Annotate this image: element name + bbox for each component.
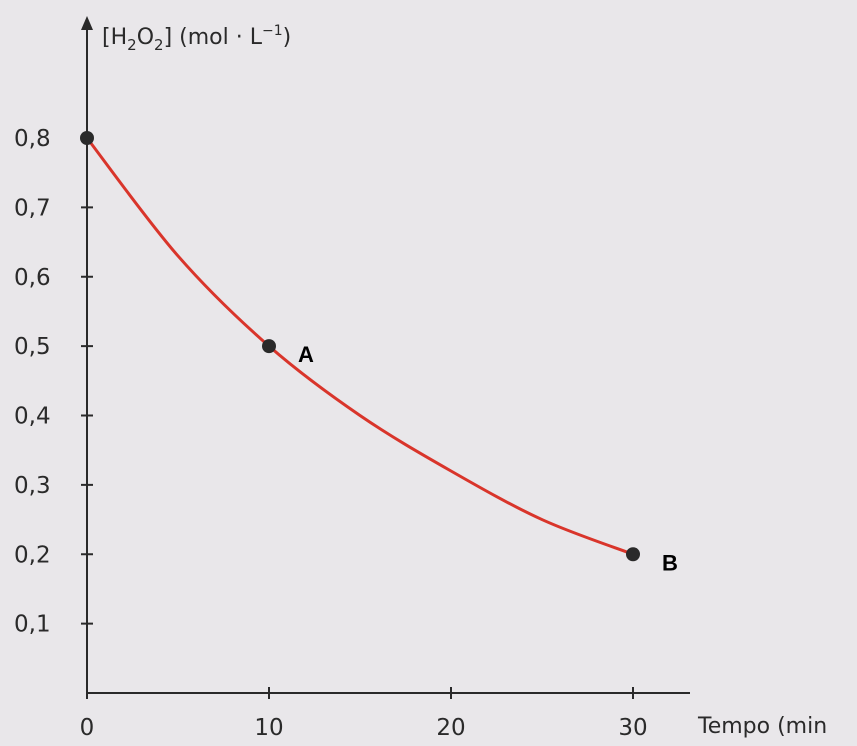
y-tick-label: 0,4: [14, 404, 51, 430]
y-tick-label: 0,8: [14, 126, 51, 152]
y-tick-label: 0,6: [14, 265, 51, 291]
ticks: 0,1 0,2 0,3 0,4 0,5 0,6 0,7 0,8 0 10 20 30: [14, 126, 648, 741]
data-point: [626, 547, 640, 562]
series-line: [85, 137, 634, 556]
y-tick-label: 0,7: [14, 195, 51, 221]
y-tick-label: 0,3: [14, 473, 51, 499]
x-tick-label: 0: [80, 715, 95, 741]
point-label-b: B: [662, 550, 678, 575]
x-tick-label: 20: [436, 715, 465, 741]
y-tick-label: 0,5: [14, 334, 51, 360]
y-tick-label: 0,1: [14, 612, 51, 638]
data-point: [262, 339, 276, 354]
y-tick-label: 0,2: [14, 542, 51, 568]
y-axis-arrow: [81, 16, 93, 30]
series-layer: [85, 137, 634, 556]
points-layer: AB: [80, 131, 678, 575]
point-label-a: A: [298, 342, 314, 367]
axes: [81, 16, 690, 694]
data-point: [80, 131, 94, 145]
x-axis-label: Tempo (min: [697, 714, 827, 739]
x-tick-label: 30: [618, 715, 647, 741]
x-tick-label: 10: [254, 715, 283, 741]
y-axis-label: [H2O2] (mol · L−1): [102, 23, 291, 54]
